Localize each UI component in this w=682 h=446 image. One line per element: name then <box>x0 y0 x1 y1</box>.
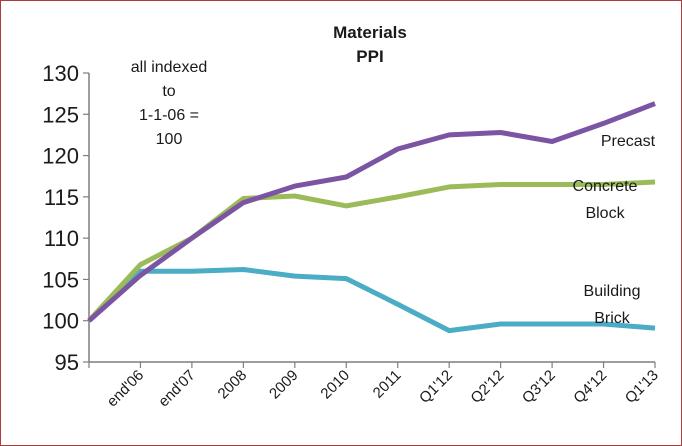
series-label-concrete-block: Concrete <box>573 178 638 195</box>
index-annotation-line: all indexed <box>131 59 208 76</box>
x-tick-label: 2011 <box>370 367 405 402</box>
x-tick-label: end'06 <box>104 367 148 411</box>
x-tick-label: 2009 <box>266 367 302 403</box>
series-line-building-brick <box>87 267 656 334</box>
labels-layer: Materials PPI all indexed to 1-1-06 = 100 Prec… <box>131 23 656 327</box>
x-tick-label: 2008 <box>215 367 251 403</box>
axes: 95 100 105 110 115 120 125 130 end'06 end'07 2008 2… <box>42 61 662 410</box>
y-tick-label: 120 <box>42 144 79 169</box>
y-tick-label: 110 <box>44 226 79 251</box>
x-tick-label: Q4'12 <box>570 367 610 407</box>
x-tick-label: end'07 <box>155 367 199 411</box>
y-tick-label: 115 <box>44 185 79 210</box>
y-tick-label: 125 <box>42 102 79 127</box>
chart-title-line: PPI <box>356 47 383 66</box>
y-tick-label: 105 <box>42 267 79 292</box>
index-annotation-line: to <box>162 83 175 100</box>
x-tick-label: Q3'12 <box>519 367 559 407</box>
series-line-precast <box>87 101 656 323</box>
x-tick-label: Q1'13 <box>622 367 662 407</box>
x-tick-label: Q1'12 <box>416 367 456 407</box>
series-label-precast: Precast <box>601 133 656 150</box>
y-tick-label: 130 <box>42 61 79 86</box>
series-label-concrete-block: Block <box>585 205 625 222</box>
x-tick-label: Q2'12 <box>467 367 507 407</box>
y-tick-label: 95 <box>55 350 79 375</box>
series-label-building-brick: Brick <box>594 310 631 327</box>
x-tick-label: 2010 <box>317 367 353 403</box>
series-label-building-brick: Building <box>584 283 641 300</box>
y-tick-label: 100 <box>42 309 79 334</box>
series-layer <box>87 101 656 334</box>
index-annotation-line: 1-1-06 = <box>139 107 199 124</box>
chart-title-line: Materials <box>333 23 407 42</box>
index-annotation-line: 100 <box>156 131 183 148</box>
